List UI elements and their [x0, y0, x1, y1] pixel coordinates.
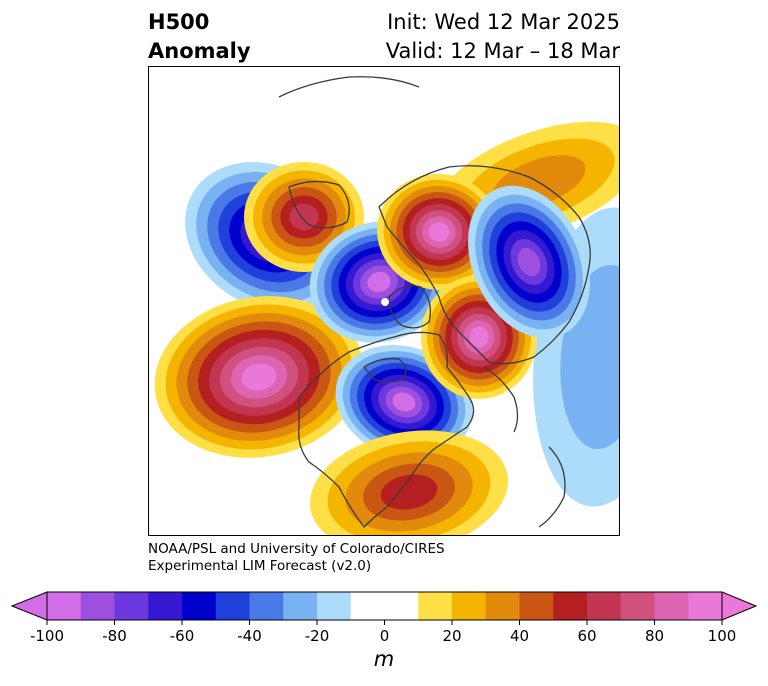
negative-anomaly-contour — [367, 271, 391, 293]
colorbar-swatch — [485, 592, 520, 620]
data-credit: NOAA/PSL and University of Colorado/CIRE… — [148, 541, 445, 575]
colorbar-swatch — [384, 592, 419, 620]
colorbar-tick-label: 60 — [577, 627, 596, 645]
colorbar-tick-label: -100 — [30, 627, 64, 645]
colorbar-swatch — [587, 592, 622, 620]
colorbar-swatch — [620, 592, 655, 620]
colorbar-swatch — [654, 592, 689, 620]
init-date: Init: Wed 12 Mar 2025 — [387, 10, 620, 34]
title-variable: H500 — [148, 10, 210, 34]
credit-line1: NOAA/PSL and University of Colorado/CIRE… — [148, 541, 445, 557]
colorbar-swatch — [47, 592, 82, 620]
colorbar: -100 -80 -60 -40 -20 0 20 40 60 80 100 — [10, 591, 758, 645]
negative-anomaly-contour — [392, 392, 416, 412]
colorbar-swatch — [148, 592, 183, 620]
coastlines — [278, 76, 591, 528]
pole-marker — [381, 298, 389, 306]
colorbar-swatch — [688, 592, 723, 620]
positive-anomaly-contour — [428, 222, 450, 242]
colorbar-swatch — [283, 592, 318, 620]
colorbar-tick-label: -60 — [170, 627, 195, 645]
positive-anomaly-contour — [380, 474, 438, 510]
colorbar-tick-label: -80 — [102, 627, 127, 645]
colorbar-extend-high — [721, 591, 758, 621]
positive-anomaly-contour — [469, 326, 489, 348]
colorbar-tick-label: -40 — [237, 627, 262, 645]
colorbar-tick-label: -20 — [305, 627, 330, 645]
negative-anomaly-contour — [517, 247, 541, 277]
title-field: Anomaly — [148, 39, 251, 63]
colorbar-swatch — [350, 592, 385, 620]
colorbar-tick-label: 0 — [380, 627, 390, 645]
colorbar-swatch — [317, 592, 352, 620]
map-canvas — [154, 76, 619, 535]
anomaly-map — [148, 66, 620, 536]
positive-anomaly-contour — [241, 363, 277, 391]
colorbar-swatch — [418, 592, 453, 620]
colorbar-units: m — [373, 647, 395, 671]
plot-title-right: Init: Wed 12 Mar 2025 Valid: 12 Mar – 18… — [386, 8, 620, 66]
credit-line2: Experimental LIM Forecast (v2.0) — [148, 558, 372, 574]
colorbar-tick-label: 100 — [708, 627, 737, 645]
colorbar-swatch — [249, 592, 284, 620]
colorbar-swatch — [519, 592, 554, 620]
colorbar-tick-label: 80 — [645, 627, 664, 645]
colorbar-swatch — [215, 592, 250, 620]
colorbar-tick-label: 20 — [442, 627, 461, 645]
colorbar-swatch — [553, 592, 588, 620]
colorbar-swatch — [114, 592, 149, 620]
colorbar-swatch — [452, 592, 487, 620]
colorbar-extend-low — [10, 591, 48, 621]
plot-title-left: H500 Anomaly — [148, 8, 251, 66]
colorbar-tick-label: 40 — [510, 627, 529, 645]
colorbar-swatch — [182, 592, 217, 620]
colorbar-swatch — [80, 592, 115, 620]
anomaly-contours — [154, 121, 619, 535]
valid-range: Valid: 12 Mar – 18 Mar — [385, 39, 620, 63]
